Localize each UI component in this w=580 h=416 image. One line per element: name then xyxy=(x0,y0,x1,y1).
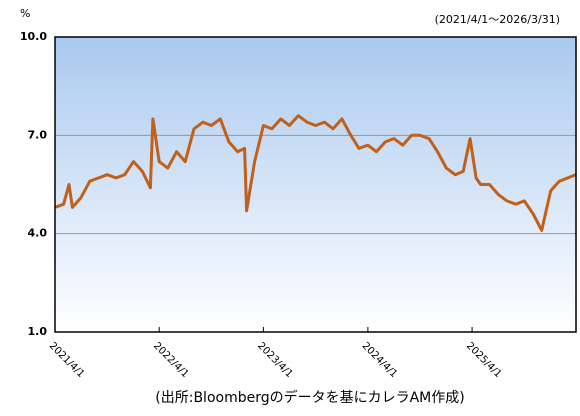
x-tick-label: 2023/4/1 xyxy=(255,340,295,380)
y-tick-label: 10.0 xyxy=(20,30,47,43)
plot-area xyxy=(55,37,576,332)
x-tick-label: 2024/4/1 xyxy=(360,340,400,380)
x-tick-label: 2025/4/1 xyxy=(464,340,504,380)
unit-label: % xyxy=(20,7,30,20)
plot-border xyxy=(54,36,577,333)
data-line xyxy=(54,114,577,232)
x-tick-label: 2021/4/1 xyxy=(47,340,87,380)
source-note: (出所:Bloombergのデータを基にカレラAM作成) xyxy=(155,389,464,406)
subtitle: (2021/4/1〜2026/3/31) xyxy=(435,13,560,26)
y-tick-label: 7.0 xyxy=(28,128,48,141)
x-tick-label: 2022/4/1 xyxy=(151,340,191,380)
y-tick-label: 1.0 xyxy=(28,325,48,338)
y-tick-label: 4.0 xyxy=(28,227,48,240)
